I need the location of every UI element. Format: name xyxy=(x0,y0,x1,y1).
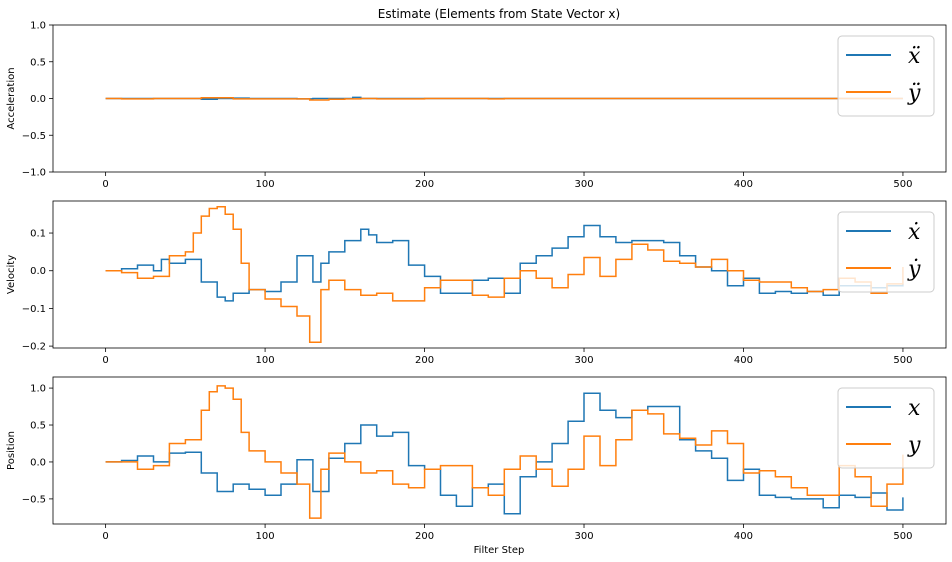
legend-entry-label: ẍ xyxy=(908,44,921,69)
series-line-y xyxy=(105,205,904,344)
y-axis-label: Position xyxy=(6,431,17,470)
legend-entry-label: ÿ xyxy=(907,81,921,106)
y-axis-label: Acceleration xyxy=(6,67,17,129)
axes-frame xyxy=(52,376,947,525)
subplot-1: 0 100 200 300 400 500 −1.0 −0.5 0.0 0.5 1.0 Acceler… xyxy=(6,21,947,190)
y-tick-label: 1.0 xyxy=(30,384,46,395)
x-tick-label: 0 xyxy=(102,531,108,542)
x-tick-label: 100 xyxy=(256,531,275,542)
x-tick-label: 0 xyxy=(102,179,108,190)
legend: ẋẏ xyxy=(837,211,935,293)
x-tick-label: 400 xyxy=(734,179,753,190)
legend: ẍÿ xyxy=(837,35,935,117)
y-tick-label: 0.1 xyxy=(30,229,46,240)
legend-entry-label: ẏ xyxy=(907,257,921,282)
x-tick-label: 300 xyxy=(574,531,593,542)
x-tick-label: 0 xyxy=(102,355,108,366)
y-tick-label: 1.0 xyxy=(30,21,46,32)
x-tick-label: 500 xyxy=(893,179,912,190)
x-tick-label: 200 xyxy=(415,355,434,366)
series-line-y xyxy=(105,385,904,519)
legend-entry-label: x xyxy=(908,396,921,421)
x-tick-label: 300 xyxy=(574,355,593,366)
x-tick-label: 200 xyxy=(415,179,434,190)
y-tick-label: −1.0 xyxy=(22,168,46,179)
x-tick-label: 400 xyxy=(734,531,753,542)
y-tick-label: 0.0 xyxy=(30,457,46,468)
y-tick-label: −0.2 xyxy=(22,342,46,353)
y-tick-label: 0.5 xyxy=(30,421,46,432)
subplot-group: 0 100 200 300 400 500 −1.0 −0.5 0.0 0.5 1.0 Acceler… xyxy=(6,21,947,542)
axes-frame xyxy=(52,200,947,349)
figure-title: Estimate (Elements from State Vector x) xyxy=(378,7,620,21)
y-tick-label: −0.1 xyxy=(22,304,46,315)
series-line-y xyxy=(105,97,903,101)
y-tick-label: −0.5 xyxy=(22,131,46,142)
subplot-2: 0 100 200 300 400 500 −0.2 −0.1 0.0 0.1 Velocity ẋẏ xyxy=(6,200,947,366)
legend-entry-label: ẋ xyxy=(908,220,921,245)
x-tick-label: 200 xyxy=(415,531,434,542)
legend: xy xyxy=(837,387,935,469)
x-tick-label: 400 xyxy=(734,355,753,366)
y-tick-label: 0.5 xyxy=(30,57,46,68)
y-axis-label: Velocity xyxy=(6,255,17,294)
subplot-3: 0 100 200 300 400 500 −0.5 0.0 0.5 1.0 Position xy xyxy=(6,376,947,542)
legend-entry-label: y xyxy=(907,433,921,458)
y-tick-label: 0.0 xyxy=(30,266,46,277)
y-tick-label: −0.5 xyxy=(22,494,46,505)
x-tick-label: 100 xyxy=(256,179,275,190)
x-tick-label: 500 xyxy=(893,531,912,542)
x-tick-label: 300 xyxy=(574,179,593,190)
x-tick-label: 500 xyxy=(893,355,912,366)
y-tick-label: 0.0 xyxy=(30,94,46,105)
x-tick-label: 100 xyxy=(256,355,275,366)
x-axis-label: Filter Step xyxy=(474,545,525,556)
